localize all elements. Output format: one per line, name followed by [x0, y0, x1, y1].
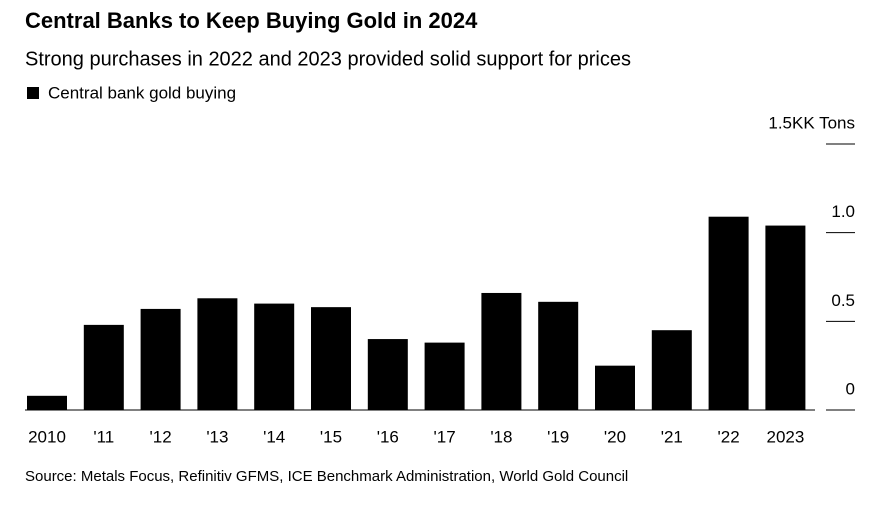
x-tick-label: '20 [604, 427, 626, 446]
x-tick-label: '11 [93, 427, 114, 446]
x-tick-label: '16 [377, 427, 399, 446]
x-tick-label: '19 [547, 427, 569, 446]
y-tick-label: 1.5KK Tons [768, 113, 855, 132]
y-tick-label: 0.5 [831, 291, 855, 310]
legend-label: Central bank gold buying [48, 83, 236, 102]
y-tick-label: 1.0 [831, 202, 855, 221]
x-tick-label: '12 [150, 427, 172, 446]
y-tick-label: 0 [846, 379, 855, 398]
bar [367, 339, 408, 410]
x-tick-label: '21 [661, 427, 683, 446]
x-tick-label: '15 [320, 427, 342, 446]
bar [140, 308, 181, 410]
bar [538, 301, 579, 410]
bar [311, 307, 351, 410]
bar [651, 330, 692, 410]
bar [424, 342, 465, 410]
bar [83, 324, 124, 410]
x-tick-label: 2023 [766, 427, 804, 446]
chart-subtitle: Strong purchases in 2022 and 2023 provid… [25, 48, 631, 70]
bar [481, 292, 522, 410]
x-tick-label: '18 [490, 427, 512, 446]
bar [708, 216, 749, 410]
x-tick-label: '13 [206, 427, 228, 446]
bar [254, 303, 295, 410]
chart-title: Central Banks to Keep Buying Gold in 202… [25, 8, 478, 33]
x-tick-label: '22 [718, 427, 740, 446]
source: Source: Metals Focus, Refinitiv GFMS, IC… [25, 468, 628, 485]
x-tick-label: '14 [263, 427, 285, 446]
bar [27, 395, 67, 410]
x-tick-label: 2010 [28, 427, 66, 446]
legend-swatch [27, 87, 39, 99]
bar [595, 365, 635, 410]
bar [197, 298, 238, 410]
x-tick-label: '17 [434, 427, 456, 446]
bar [765, 225, 806, 410]
